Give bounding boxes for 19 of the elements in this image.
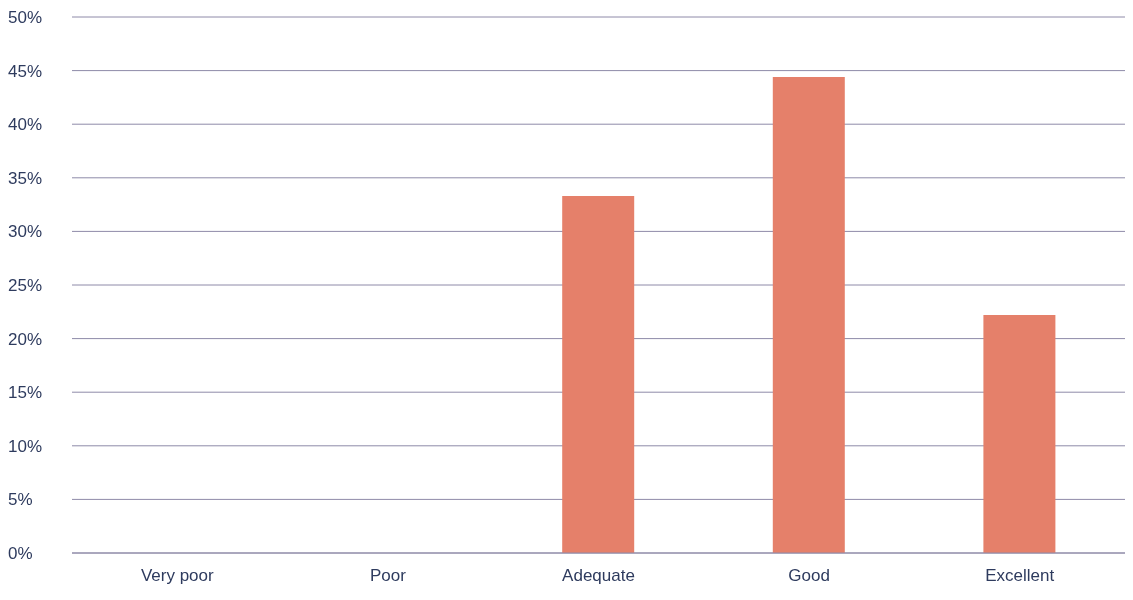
y-tick-label: 35% bbox=[8, 168, 43, 188]
x-tick-label: Very poor bbox=[140, 566, 215, 586]
y-tick-label: 45% bbox=[8, 61, 43, 81]
y-tick-label: 5% bbox=[8, 490, 33, 510]
x-tick-label: Adequate bbox=[562, 566, 635, 586]
y-tick-label: 25% bbox=[8, 276, 43, 296]
bar bbox=[983, 315, 1056, 553]
y-tick-label: 40% bbox=[8, 115, 43, 135]
x-tick-label: Poor bbox=[369, 566, 407, 586]
y-tick-label: 10% bbox=[8, 436, 43, 456]
y-tick-label: 0% bbox=[8, 544, 33, 564]
x-tick-label: Good bbox=[788, 566, 830, 586]
y-tick-label: 15% bbox=[8, 383, 43, 403]
x-tick-label: Excellent bbox=[985, 566, 1055, 586]
y-tick-label: 30% bbox=[8, 222, 43, 242]
y-tick-label: 50% bbox=[8, 8, 43, 28]
bar bbox=[772, 77, 845, 553]
y-tick-label: 20% bbox=[8, 329, 43, 349]
bar bbox=[562, 196, 635, 553]
